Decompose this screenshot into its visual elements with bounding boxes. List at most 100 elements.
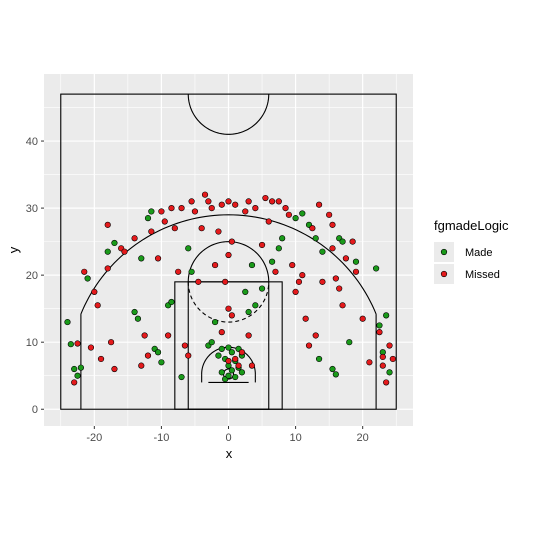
missed-shot-point: [252, 204, 259, 212]
made-shot-point: [383, 312, 390, 319]
y-tick-label: 0: [32, 404, 38, 416]
missed-shot-point: [342, 255, 350, 262]
made-shot-point: [242, 288, 249, 296]
missed-shot-point: [289, 261, 296, 269]
x-tick-label: -10: [153, 432, 169, 444]
made-shot-point: [225, 372, 232, 379]
legend-missed-marker: [440, 270, 448, 278]
made-shot-point: [312, 235, 319, 242]
missed-shot-point: [165, 332, 172, 339]
missed-shot-point: [141, 332, 148, 339]
missed-shot-point: [359, 315, 366, 322]
legend-title: fgmadeLogic: [434, 218, 509, 233]
missed-shot-point: [258, 241, 266, 249]
made-shot-point: [188, 268, 195, 275]
three-point-arc: [80, 214, 377, 315]
missed-shot-point: [97, 355, 105, 363]
missed-shot-point: [292, 288, 299, 296]
missed-shot-point: [228, 238, 235, 245]
made-shot-point: [185, 245, 192, 252]
missed-shot-point: [148, 228, 155, 235]
missed-shot-point: [349, 238, 356, 245]
missed-shot-point: [144, 352, 152, 359]
made-shot-point: [319, 248, 326, 255]
made-shot-point: [148, 208, 155, 215]
made-shot-point: [248, 261, 256, 269]
missed-shot-point: [242, 208, 249, 215]
missed-shot-point: [248, 362, 256, 369]
missed-shot-point: [178, 204, 185, 212]
made-shot-point: [111, 239, 118, 247]
missed-shot-point: [272, 268, 279, 275]
made-shot-point: [232, 373, 239, 381]
made-shot-point: [218, 369, 225, 376]
made-shot-point: [131, 308, 138, 316]
missed-shot-point: [87, 344, 95, 351]
missed-shot-point: [329, 245, 336, 252]
x-axis-ticks: -20 -10 0 10 20: [86, 426, 369, 444]
grid-major: [44, 74, 413, 426]
missed-shot-point: [211, 261, 219, 269]
missed-shot-point: [389, 355, 396, 363]
missed-shot-point: [111, 365, 118, 373]
missed-shot-point: [215, 228, 222, 235]
made-shot-point: [269, 258, 276, 265]
made-shot-point: [178, 373, 185, 381]
missed-shot-point: [168, 204, 175, 212]
center-court-arc: [187, 94, 270, 135]
made-shot-point: [218, 345, 225, 352]
missed-shot-point: [185, 352, 192, 359]
made-shot-point: [144, 215, 152, 222]
x-tick-label: -20: [86, 432, 102, 444]
made-shot-point: [71, 365, 78, 373]
missed-shot-point: [232, 355, 239, 363]
missed-shot-point: [332, 275, 339, 282]
missed-shot-point: [208, 204, 215, 212]
made-shot-point: [138, 255, 145, 262]
made-shot-point: [279, 235, 286, 242]
missed-shot-point: [138, 362, 145, 369]
free-throw-arc-top: [187, 241, 270, 282]
made-shot-point: [104, 248, 111, 255]
missed-shot-point: [131, 235, 138, 242]
missed-shot-point: [299, 272, 306, 279]
missed-shot-point: [191, 208, 199, 215]
made-shot-point: [211, 318, 219, 326]
y-tick-label: 30: [26, 203, 38, 215]
missed-shot-point: [71, 379, 78, 386]
missed-shot-point: [81, 268, 88, 275]
missed-shot-point: [379, 353, 386, 361]
missed-shot-point: [218, 329, 225, 336]
free-throw-arc-bottom: [187, 281, 270, 323]
missed-shot-point: [181, 342, 188, 349]
missed-shot-point: [238, 349, 246, 356]
missed-shot-point: [104, 221, 111, 228]
missed-shot-point: [205, 198, 212, 205]
missed-shot-point: [262, 194, 269, 202]
missed-shot-point: [225, 198, 232, 205]
y-axis-ticks: 0 10 20 30 40: [26, 136, 44, 416]
missed-shot-point: [339, 302, 346, 309]
made-shot-point: [373, 265, 380, 272]
made-shot-point: [339, 238, 346, 245]
missed-shot-point: [228, 312, 235, 319]
missed-shot-point: [302, 315, 309, 322]
missed-shot-point: [282, 204, 289, 212]
missed-shot-point: [383, 379, 390, 386]
missed-shot-point: [269, 198, 276, 205]
missed-shot-point: [379, 362, 386, 369]
missed-shot-point: [376, 329, 383, 336]
missed-shot-point: [312, 332, 319, 339]
x-tick-label: 10: [289, 432, 301, 444]
inner-key: [187, 281, 270, 410]
made-shot-point: [215, 352, 222, 359]
missed-shot-point: [285, 211, 292, 218]
missed-shot-point: [225, 305, 232, 312]
missed-shot-point: [222, 278, 229, 285]
y-tick-label: 10: [26, 337, 38, 349]
court-lines: [60, 93, 397, 410]
missed-shot-point: [201, 191, 209, 198]
made-shot-point: [208, 339, 215, 346]
missed-shot-point: [326, 211, 333, 218]
made-shot-point: [64, 318, 71, 326]
